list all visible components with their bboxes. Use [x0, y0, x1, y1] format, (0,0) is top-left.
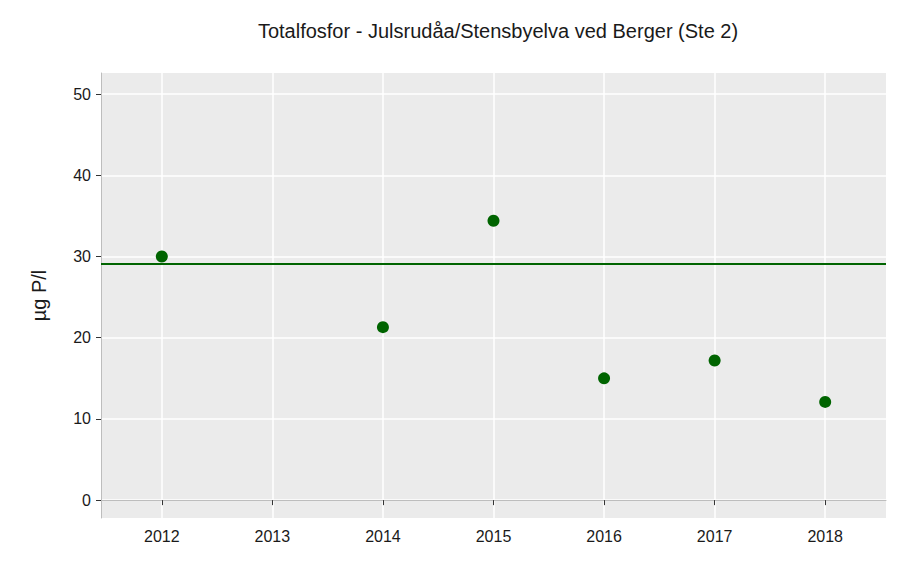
svg-text:30: 30 — [73, 248, 91, 265]
svg-text:40: 40 — [73, 167, 91, 184]
svg-text:2014: 2014 — [365, 528, 401, 545]
svg-text:2012: 2012 — [144, 528, 180, 545]
svg-text:2017: 2017 — [697, 528, 733, 545]
svg-text:Totalfosfor - Julsrudåa/Stensb: Totalfosfor - Julsrudåa/Stensbyelva ved … — [258, 20, 738, 42]
svg-text:2018: 2018 — [807, 528, 843, 545]
svg-text:2016: 2016 — [586, 528, 622, 545]
svg-text:20: 20 — [73, 329, 91, 346]
svg-text:µg P/l: µg P/l — [28, 270, 50, 322]
svg-text:10: 10 — [73, 410, 91, 427]
svg-text:2013: 2013 — [255, 528, 291, 545]
svg-text:0: 0 — [82, 492, 91, 509]
svg-text:2015: 2015 — [476, 528, 512, 545]
svg-text:50: 50 — [73, 86, 91, 103]
